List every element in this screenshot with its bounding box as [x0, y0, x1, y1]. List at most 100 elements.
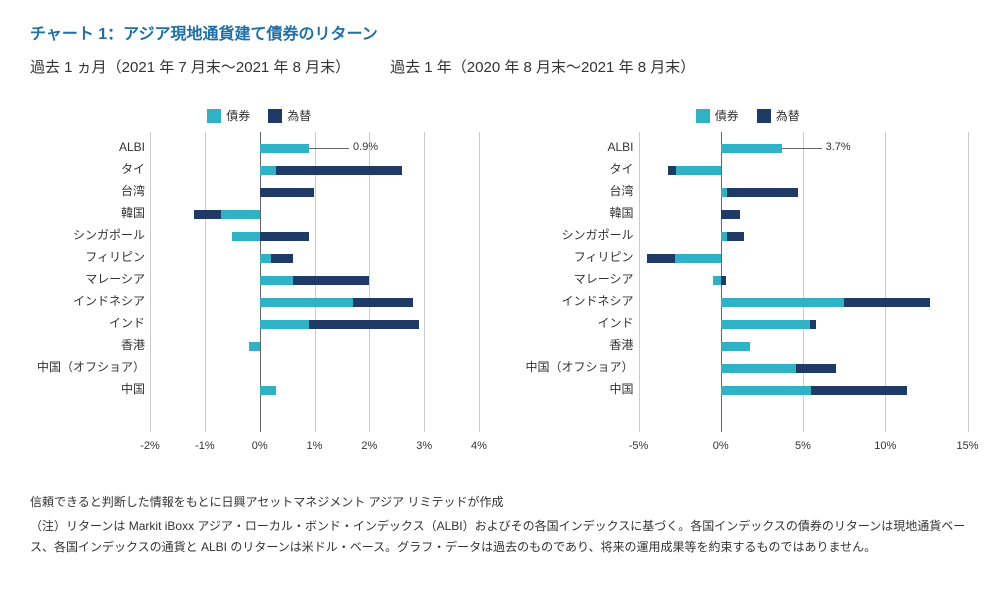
- chart-row: フィリピン: [639, 247, 968, 267]
- bar-bond: [232, 232, 259, 241]
- chart-row: ALBI: [639, 137, 968, 157]
- chart-row: インドネシア: [150, 291, 479, 311]
- bar-fx: [260, 232, 309, 241]
- x-tick-label: 4%: [471, 440, 487, 452]
- bar-fx: [727, 188, 798, 197]
- chart-row: マレーシア: [150, 269, 479, 289]
- note-line-1: 信頼できると判断した情報をもとに日興アセットマネジメント アジア リミテッドが作…: [30, 492, 977, 512]
- plot-right: -5%0%5%10%15%ALBIタイ台湾韓国シンガポールフィリピンマレーシアイ…: [519, 132, 978, 462]
- bar-fx: [194, 210, 221, 219]
- category-label: 中国（オフショア）: [30, 357, 145, 377]
- gridline: [968, 132, 969, 432]
- chart-row: 台湾: [639, 181, 968, 201]
- legend-label-fx: 為替: [776, 107, 800, 124]
- bar-bond: [260, 298, 353, 307]
- chart-row: フィリピン: [150, 247, 479, 267]
- category-label: タイ: [519, 159, 634, 179]
- bar-bond: [260, 320, 309, 329]
- category-label: フィリピン: [30, 247, 145, 267]
- chart-row: 中国: [150, 379, 479, 399]
- legend-item-fx: 為替: [268, 107, 311, 124]
- bar-bond: [260, 276, 293, 285]
- chart-row: インド: [639, 313, 968, 333]
- swatch-bond-icon: [207, 109, 221, 123]
- chart-row: マレーシア: [639, 269, 968, 289]
- bar-fx: [844, 298, 930, 307]
- notes: 信頼できると判断した情報をもとに日興アセットマネジメント アジア リミテッドが作…: [30, 492, 977, 557]
- bar-fx: [353, 298, 413, 307]
- bar-bond: [721, 298, 844, 307]
- chart-title: チャート 1：アジア現地通貨建て債券のリターン: [30, 20, 977, 44]
- bar-bond: [221, 210, 259, 219]
- category-label: 台湾: [30, 181, 145, 201]
- bar-bond: [721, 188, 728, 197]
- callout-label: 0.9%: [353, 141, 378, 153]
- bar-bond: [260, 166, 276, 175]
- chart-row: 台湾: [150, 181, 479, 201]
- x-tick-label: 10%: [874, 440, 896, 452]
- subtitles-row: 過去 1 ヵ月（2021 年 7 月末～2021 年 8 月末） 過去 1 年（…: [30, 56, 977, 77]
- legend-right: 債券 為替: [519, 107, 978, 124]
- swatch-bond-icon: [696, 109, 710, 123]
- x-tick-label: 1%: [307, 440, 323, 452]
- subtitle-left: 過去 1 ヵ月（2021 年 7 月末～2021 年 8 月末）: [30, 56, 350, 77]
- bar-bond: [721, 386, 811, 395]
- category-label: タイ: [30, 159, 145, 179]
- chart-row: 韓国: [639, 203, 968, 223]
- category-label: インド: [30, 313, 145, 333]
- chart-row: 香港: [150, 335, 479, 355]
- bar-bond: [260, 254, 271, 263]
- swatch-fx-icon: [268, 109, 282, 123]
- chart-row: 韓国: [150, 203, 479, 223]
- chart-row: 中国（オフショア）: [639, 357, 968, 377]
- swatch-fx-icon: [757, 109, 771, 123]
- bar-fx: [276, 166, 402, 175]
- legend-label-bond: 債券: [715, 107, 739, 124]
- legend-item-bond: 債券: [696, 107, 739, 124]
- bar-bond: [260, 144, 309, 153]
- bar-bond: [721, 364, 797, 373]
- chart-row: インド: [150, 313, 479, 333]
- bar-bond: [675, 254, 721, 263]
- bar-fx: [260, 188, 315, 197]
- bar-bond: [721, 232, 728, 241]
- chart-row: 中国: [639, 379, 968, 399]
- legend-label-bond: 債券: [226, 107, 250, 124]
- chart-row: タイ: [150, 159, 479, 179]
- bar-bond: [721, 342, 751, 351]
- category-label: シンガポール: [519, 225, 634, 245]
- category-label: 香港: [30, 335, 145, 355]
- category-label: ALBI: [30, 137, 145, 157]
- x-tick-label: 15%: [956, 440, 978, 452]
- chart-left: 債券 為替 -2%-1%0%1%2%3%4%ALBIタイ台湾韓国シンガポールフィ…: [30, 107, 489, 462]
- bar-fx: [811, 386, 906, 395]
- chart-right: 債券 為替 -5%0%5%10%15%ALBIタイ台湾韓国シンガポールフィリピン…: [519, 107, 978, 462]
- bar-fx: [721, 276, 726, 285]
- plot-left: -2%-1%0%1%2%3%4%ALBIタイ台湾韓国シンガポールフィリピンマレー…: [30, 132, 489, 462]
- chart-row: シンガポール: [639, 225, 968, 245]
- bar-bond: [721, 320, 810, 329]
- x-tick-label: 2%: [361, 440, 377, 452]
- bar-fx: [668, 166, 676, 175]
- bar-fx: [796, 364, 835, 373]
- x-tick-label: -2%: [140, 440, 160, 452]
- bar-bond: [249, 342, 260, 351]
- x-tick-label: -1%: [195, 440, 215, 452]
- legend-item-fx: 為替: [757, 107, 800, 124]
- bar-fx: [271, 254, 293, 263]
- charts-container: 債券 為替 -2%-1%0%1%2%3%4%ALBIタイ台湾韓国シンガポールフィ…: [30, 107, 977, 462]
- category-label: マレーシア: [30, 269, 145, 289]
- category-label: インド: [519, 313, 634, 333]
- subtitle-right: 過去 1 年（2020 年 8 月末～2021 年 8 月末）: [390, 56, 695, 77]
- bar-fx: [721, 210, 741, 219]
- bar-bond: [260, 386, 276, 395]
- category-label: 台湾: [519, 181, 634, 201]
- category-label: 中国: [30, 379, 145, 399]
- category-label: 中国（オフショア）: [519, 357, 634, 377]
- bar-fx: [647, 254, 675, 263]
- x-tick-label: 0%: [713, 440, 729, 452]
- bar-fx: [309, 320, 419, 329]
- chart-row: インドネシア: [639, 291, 968, 311]
- category-label: 中国: [519, 379, 634, 399]
- category-label: マレーシア: [519, 269, 634, 289]
